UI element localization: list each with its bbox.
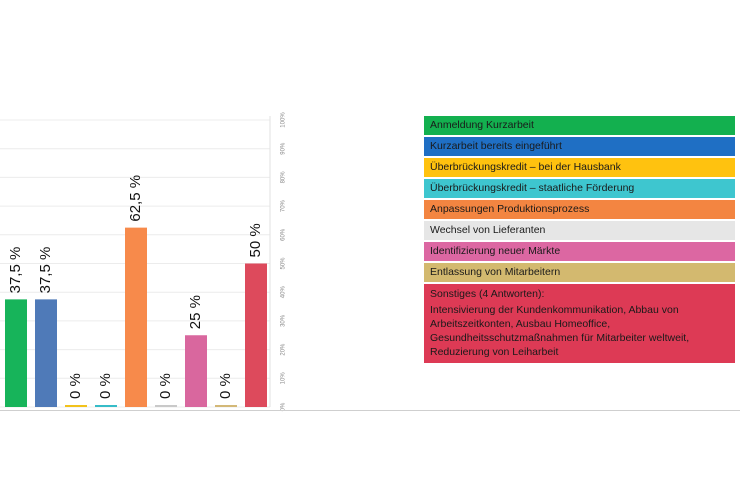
legend-item-sonstiges: Sonstiges (4 Antworten): Intensivierung …	[424, 284, 735, 363]
bar-7	[185, 335, 207, 407]
y-tick-label: 60%	[281, 228, 287, 241]
y-tick-label: 90%	[281, 142, 287, 155]
bar-3	[65, 405, 87, 407]
legend-item-kredit-hausbank: Überbrückungskredit – bei der Hausbank	[424, 158, 735, 177]
y-tick-label: 20%	[281, 343, 287, 356]
chart-legend: Anmeldung Kurzarbeit Kurzarbeit bereits …	[424, 116, 735, 365]
legend-item-lieferanten: Wechsel von Lieferanten	[424, 221, 735, 240]
legend-sonstiges-title: Sonstiges (4 Antworten):	[430, 288, 545, 300]
bar-value-label: 62,5 %	[127, 175, 144, 222]
legend-item-entlassung: Entlassung von Mitarbeitern	[424, 263, 735, 282]
chart-value-labels: 37,5 % 37,5 % 0 % 0 % 62,5 % 0 % 25 % 0 % 50 %	[7, 175, 264, 399]
bar-value-label: 37,5 %	[37, 247, 54, 294]
y-axis-ticks: 0% 10% 20% 30% 40% 50% 60% 70% 80% 90% 100%	[281, 112, 287, 412]
bar-value-label: 25 %	[187, 295, 204, 329]
bar-value-label: 0 %	[217, 373, 234, 399]
bar-value-label: 0 %	[67, 373, 84, 399]
y-tick-label: 50%	[281, 257, 287, 270]
bar-value-label: 50 %	[247, 223, 264, 257]
legend-item-kredit-staatlich: Überbrückungskredit – staatliche Förderu…	[424, 179, 735, 198]
bar-4	[95, 405, 117, 407]
bar-value-label: 37,5 %	[7, 247, 24, 294]
bar-value-label: 0 %	[157, 373, 174, 399]
bar-8	[215, 405, 237, 407]
bar-value-label: 0 %	[97, 373, 114, 399]
bar-5	[125, 227, 147, 407]
legend-item-produktionsprozess: Anpassungen Produktionsprozess	[424, 200, 735, 219]
legend-sonstiges-detail: Intensivierung der Kundenkommunikation, …	[430, 304, 690, 358]
legend-item-neue-maerkte: Identifizierung neuer Märkte	[424, 242, 735, 261]
chart-baseline-divider	[0, 410, 740, 411]
bar-1	[5, 299, 27, 407]
y-tick-label: 0%	[281, 402, 287, 411]
bar-9	[245, 263, 267, 407]
y-tick-label: 40%	[281, 286, 287, 299]
y-tick-label: 100%	[281, 112, 287, 128]
legend-item-kurzarbeit-eingefuehrt: Kurzarbeit bereits eingeführt	[424, 137, 735, 156]
chart-bars	[5, 227, 267, 407]
y-tick-label: 80%	[281, 171, 287, 184]
y-tick-label: 70%	[281, 199, 287, 212]
bar-6	[155, 405, 177, 407]
y-tick-label: 10%	[281, 372, 287, 385]
bar-2	[35, 299, 57, 407]
y-tick-label: 30%	[281, 314, 287, 327]
legend-item-anmeldung-kurzarbeit: Anmeldung Kurzarbeit	[424, 116, 735, 135]
